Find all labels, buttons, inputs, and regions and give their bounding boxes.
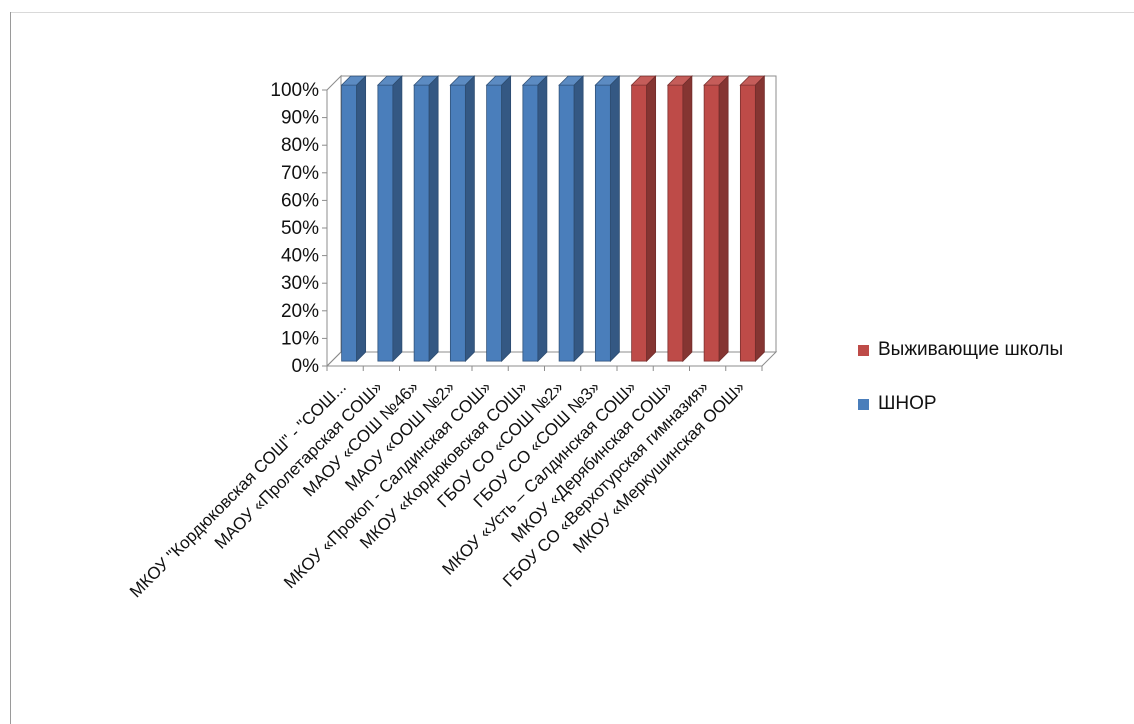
bar-survival-12 (739, 75, 766, 363)
y-tick-label: 40% (281, 246, 319, 267)
bar-survival-9 (630, 75, 657, 363)
y-tick-label: 0% (292, 356, 320, 377)
legend-label: ШНОР (878, 393, 937, 414)
y-tick-label: 50% (281, 218, 319, 239)
axes-layer (322, 74, 778, 371)
x-category-labels: МКОУ "Кордюковская СОШ" - "СОШ...МАОУ «П… (126, 377, 749, 601)
legend-swatch-red (858, 344, 869, 356)
bar-shnor-1 (340, 75, 367, 363)
y-tick-label: 10% (281, 328, 319, 349)
bar-survival-11 (703, 75, 730, 363)
y-tick-label: 20% (281, 301, 319, 322)
bar-shnor-7 (558, 75, 585, 363)
frame-left-border (10, 12, 11, 724)
legend-label: Выживающие школы (878, 339, 1064, 360)
side-wall (326, 74, 342, 368)
bar-shnor-5 (485, 75, 512, 363)
y-tick-label: 70% (281, 163, 319, 184)
legend-swatch-blue (858, 398, 869, 410)
legend: Выживающие школы ШНОР (858, 338, 1063, 446)
legend-item-2: ШНОР (858, 392, 1063, 416)
y-tick-label: 80% (281, 135, 319, 156)
bar-shnor-4 (449, 75, 476, 363)
bars-layer (340, 75, 766, 363)
legend-item-1: Выживающие школы (858, 338, 1063, 362)
bar-shnor-3 (413, 75, 440, 363)
bar-survival-10 (666, 75, 693, 363)
frame-top-border (10, 12, 1134, 13)
bar-shnor-8 (594, 75, 621, 363)
y-tick-label: 60% (281, 190, 319, 211)
y-tick-label: 100% (270, 80, 319, 101)
bar-shnor-6 (521, 75, 548, 363)
y-tick-label: 90% (281, 108, 319, 129)
y-tick-labels: 0% 10% 20% 30% 40% 50% 60% 70% 80% 90% 100% (270, 80, 319, 377)
y-tick-label: 30% (281, 273, 319, 294)
bar-shnor-2 (376, 75, 403, 363)
